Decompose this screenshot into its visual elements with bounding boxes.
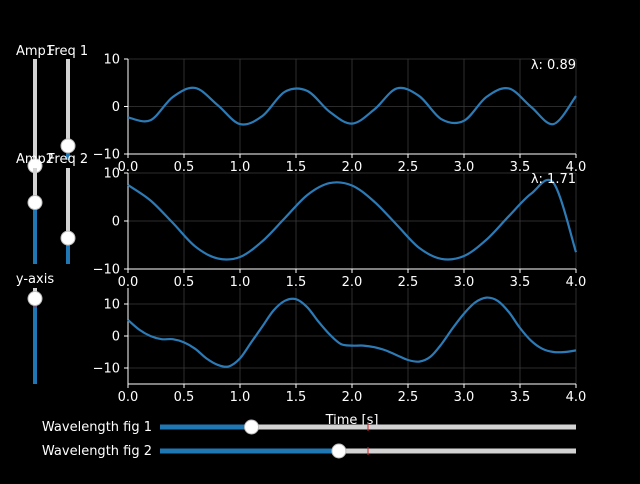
x-tick-label: 1.5 xyxy=(286,160,307,175)
slider-label: Freq 2 xyxy=(48,152,88,167)
x-tick-label: 2.5 xyxy=(398,275,419,290)
slider-handle[interactable] xyxy=(331,443,347,459)
slider-handle[interactable] xyxy=(60,230,76,246)
x-tick-label: 1.0 xyxy=(230,390,251,405)
x-tick-label: 3.0 xyxy=(454,390,475,405)
x-tick-label: 2.0 xyxy=(342,160,363,175)
x-tick-label: 2.0 xyxy=(342,275,363,290)
slider-y-axis[interactable]: y-axis xyxy=(16,272,54,384)
x-tick-label: 0.0 xyxy=(118,275,139,290)
slider-freq2[interactable]: Freq 2 xyxy=(48,152,88,264)
slider-handle[interactable] xyxy=(244,419,260,435)
y-tick-label: 0 xyxy=(112,100,120,115)
plot-top: 0.0 0.5 1.0 1.5 2.0 2.5 3.0 3.5 4.0 10 0 −10 λ: 0.89 xyxy=(93,53,587,176)
x-tick-label: 3.5 xyxy=(510,390,531,405)
x-axis-label: Time [s] xyxy=(325,413,379,428)
x-tick-label: 3.0 xyxy=(454,275,475,290)
series-line xyxy=(127,86,577,126)
y-tick-label: 10 xyxy=(103,298,120,313)
x-tick-label: 3.5 xyxy=(510,160,531,175)
x-tick-label: 0.5 xyxy=(174,160,195,175)
slider-label: Amp2 xyxy=(16,152,54,167)
x-tick-label: 4.0 xyxy=(566,390,587,405)
slider-label: Wavelength fig 1 xyxy=(42,420,152,435)
x-tick-label: 4.0 xyxy=(566,160,587,175)
slider-handle[interactable] xyxy=(27,291,43,307)
x-tick-label: 0.0 xyxy=(118,390,139,405)
wavelength-annotation: λ: 0.89 xyxy=(531,58,576,73)
x-tick-label: 4.0 xyxy=(566,275,587,290)
y-tick-label: 0 xyxy=(112,330,120,345)
y-tick-label: −10 xyxy=(93,362,120,377)
series-line xyxy=(127,296,577,368)
slider-label: Freq 1 xyxy=(48,44,88,59)
x-tick-label: 1.0 xyxy=(230,275,251,290)
slider-handle[interactable] xyxy=(27,195,43,211)
plot-bottom: 0.0 0.5 1.0 1.5 2.0 2.5 3.0 3.5 4.0 10 0 −10 xyxy=(93,288,587,405)
x-tick-label: 1.5 xyxy=(286,275,307,290)
slider-freq1[interactable]: Freq 1 xyxy=(48,44,88,160)
y-tick-label: 0 xyxy=(112,215,120,230)
x-tick-label: 2.5 xyxy=(398,160,419,175)
slider-label: Wavelength fig 2 xyxy=(42,444,152,459)
y-tick-label: 10 xyxy=(103,167,120,182)
slider-handle[interactable] xyxy=(60,138,76,154)
wavelength-annotation: λ: 1.71 xyxy=(531,172,576,187)
x-tick-label: 1.0 xyxy=(230,160,251,175)
x-tick-label: 3.0 xyxy=(454,160,475,175)
x-tick-label: 3.5 xyxy=(510,275,531,290)
slider-label: y-axis xyxy=(16,272,54,287)
x-tick-label: 2.5 xyxy=(398,390,419,405)
y-tick-label: 10 xyxy=(103,53,120,68)
x-tick-label: 0.5 xyxy=(174,275,195,290)
x-tick-label: 0.0 xyxy=(118,160,139,175)
series-line xyxy=(127,178,578,261)
x-tick-label: 1.5 xyxy=(286,390,307,405)
plot-middle: 0.0 0.5 1.0 1.5 2.0 2.5 3.0 3.5 4.0 10 0 −10 λ: 1.71 xyxy=(93,167,587,291)
x-tick-label: 2.0 xyxy=(342,390,363,405)
x-tick-label: 0.5 xyxy=(174,390,195,405)
y-tick-label: −10 xyxy=(93,263,120,278)
slider-label: Amp1 xyxy=(16,44,54,59)
slider-wavelength-fig1[interactable]: Wavelength fig 1 xyxy=(42,419,576,435)
slider-amp2[interactable]: Amp2 xyxy=(16,152,54,264)
y-tick-label: −10 xyxy=(93,148,120,163)
slider-wavelength-fig2[interactable]: Wavelength fig 2 xyxy=(42,443,576,459)
